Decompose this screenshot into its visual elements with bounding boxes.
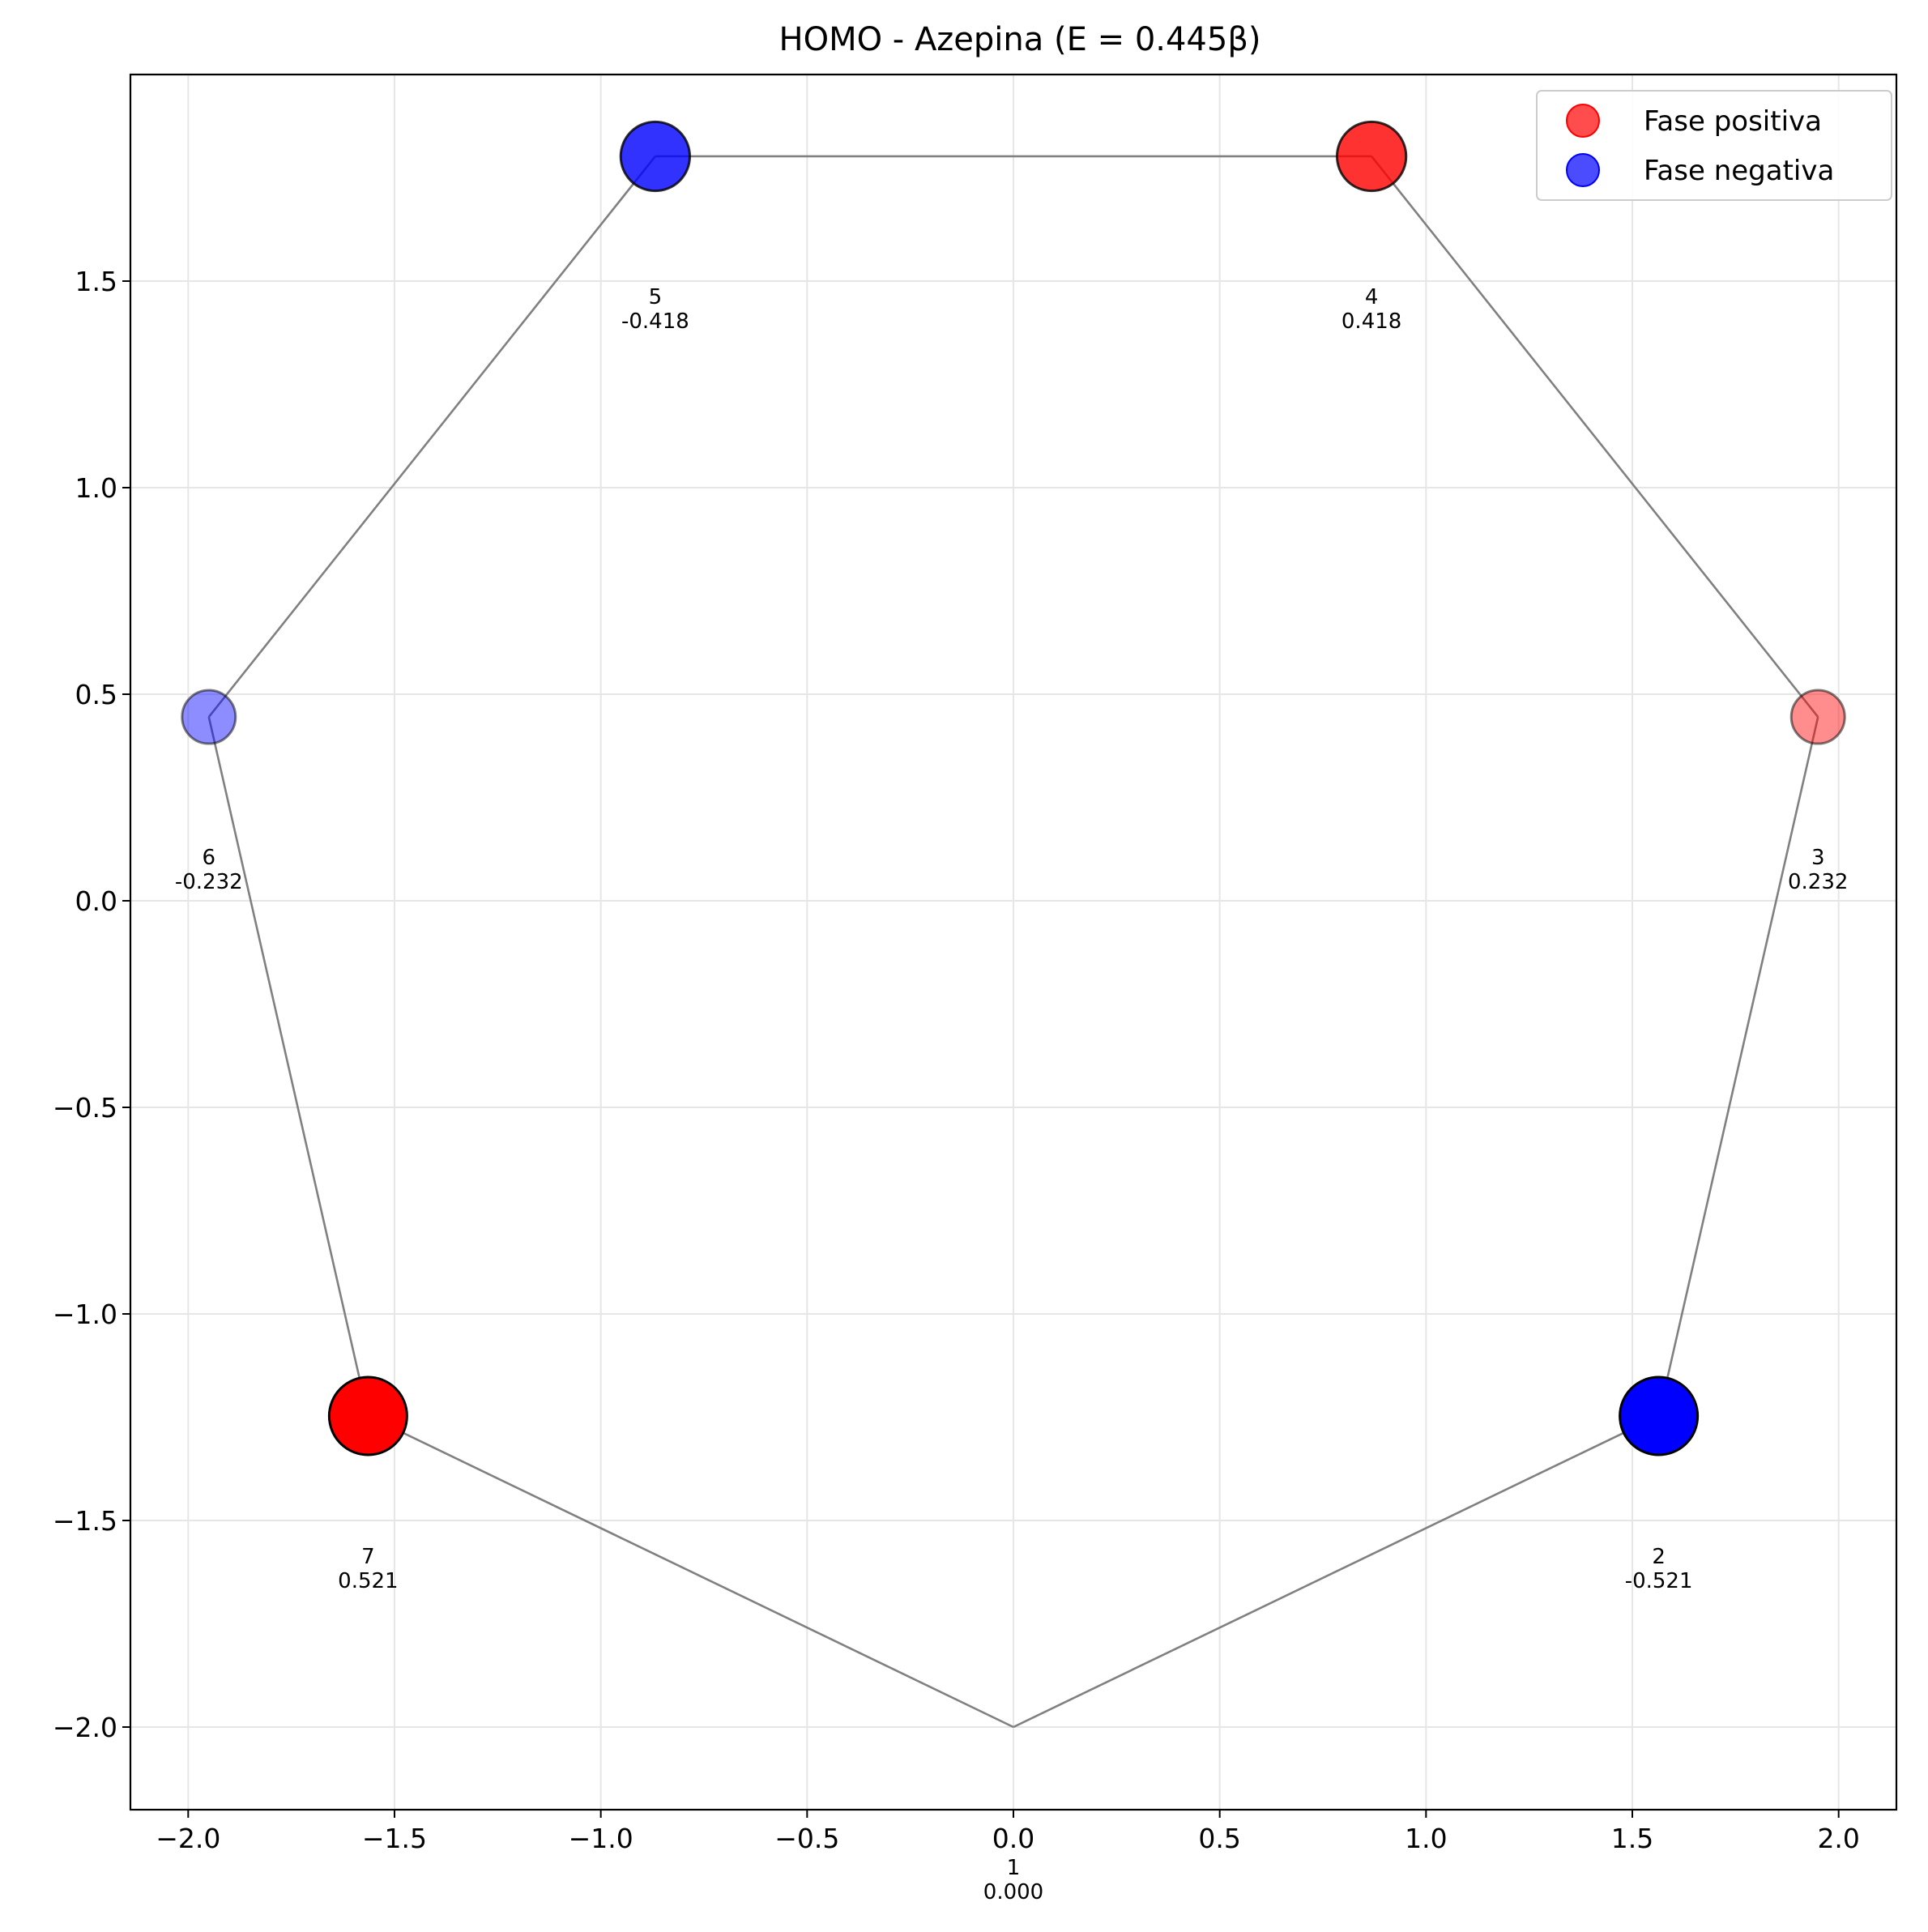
y-tick-label: 0.5 bbox=[75, 679, 117, 710]
bond-line bbox=[367, 1414, 1014, 1729]
atom-index-label: 3 bbox=[1811, 846, 1825, 870]
legend-marker bbox=[1566, 104, 1600, 138]
x-tick-label: 0.0 bbox=[992, 1823, 1034, 1854]
y-axis-ticks: −2.0 −1.5 −1.0 −0.5 0.0 0.5 1.0 1.5 bbox=[53, 266, 130, 1743]
x-tick-label: −0.5 bbox=[774, 1823, 839, 1854]
y-tick-label: 1.0 bbox=[75, 472, 117, 504]
y-tick-label: −1.0 bbox=[53, 1299, 117, 1330]
bond-line bbox=[207, 156, 656, 718]
atom-coefficient-label: 0.521 bbox=[338, 1569, 398, 1593]
atom-coefficient-label: 0.418 bbox=[1341, 309, 1401, 334]
bond-line bbox=[1013, 1414, 1660, 1729]
legend-label: Fase negativa bbox=[1644, 155, 1834, 187]
atoms bbox=[181, 120, 1846, 1456]
atom-index-label: 1 bbox=[1007, 1856, 1021, 1880]
chart-title: HOMO - Azepina (E = 0.445β) bbox=[779, 21, 1261, 58]
atom-coefficient-label: 0.232 bbox=[1788, 870, 1848, 894]
x-tick-label: 2.0 bbox=[1817, 1823, 1859, 1854]
atom-index-label: 2 bbox=[1652, 1545, 1666, 1569]
x-tick-label: −1.0 bbox=[569, 1823, 633, 1854]
atom-coefficient-label: -0.521 bbox=[1625, 1569, 1693, 1593]
atom-index-label: 6 bbox=[203, 846, 216, 870]
bond-line bbox=[1657, 716, 1819, 1417]
atom-coefficient-label: 0.000 bbox=[983, 1880, 1043, 1904]
legend: Fase positiva Fase negativa bbox=[1536, 90, 1892, 201]
bond-line bbox=[207, 716, 369, 1417]
grid bbox=[130, 75, 1896, 1810]
bonds bbox=[207, 155, 1819, 1729]
atom-index-label: 4 bbox=[1365, 285, 1379, 309]
x-tick-label: 1.5 bbox=[1611, 1823, 1653, 1854]
atom-circle bbox=[181, 689, 237, 745]
atom-circle bbox=[1619, 1375, 1700, 1456]
atom-coefficient-label: -0.418 bbox=[621, 309, 689, 334]
atom-circle bbox=[1789, 689, 1846, 745]
atom-coefficient-label: -0.232 bbox=[175, 870, 243, 894]
y-tick-label: 0.0 bbox=[75, 885, 117, 917]
atom-index-label: 5 bbox=[649, 285, 663, 309]
y-tick-label: −2.0 bbox=[53, 1712, 117, 1743]
bond-line bbox=[1371, 156, 1819, 718]
y-tick-label: 1.5 bbox=[75, 266, 117, 297]
legend-label: Fase positiva bbox=[1644, 105, 1822, 138]
y-tick-label: −1.5 bbox=[53, 1505, 117, 1537]
atom-circle bbox=[1335, 120, 1408, 193]
atom-index-label: 7 bbox=[361, 1545, 375, 1569]
legend-marker bbox=[1566, 153, 1600, 187]
x-tick-label: −2.0 bbox=[156, 1823, 220, 1854]
atom-labels: 10.000 2-0.521 30.232 40.418 5-0.418 6-0.232 7… bbox=[175, 285, 1849, 1904]
x-tick-label: 1.0 bbox=[1405, 1823, 1447, 1854]
y-tick-label: −0.5 bbox=[53, 1092, 117, 1124]
x-tick-label: 0.5 bbox=[1198, 1823, 1240, 1854]
legend-box bbox=[1536, 90, 1892, 201]
x-tick-label: −1.5 bbox=[362, 1823, 427, 1854]
x-axis-ticks: −2.0 −1.5 −1.0 −0.5 0.0 0.5 1.0 1.5 2.0 bbox=[156, 1810, 1860, 1854]
atom-circle bbox=[619, 120, 692, 193]
atom-circle bbox=[327, 1375, 408, 1456]
